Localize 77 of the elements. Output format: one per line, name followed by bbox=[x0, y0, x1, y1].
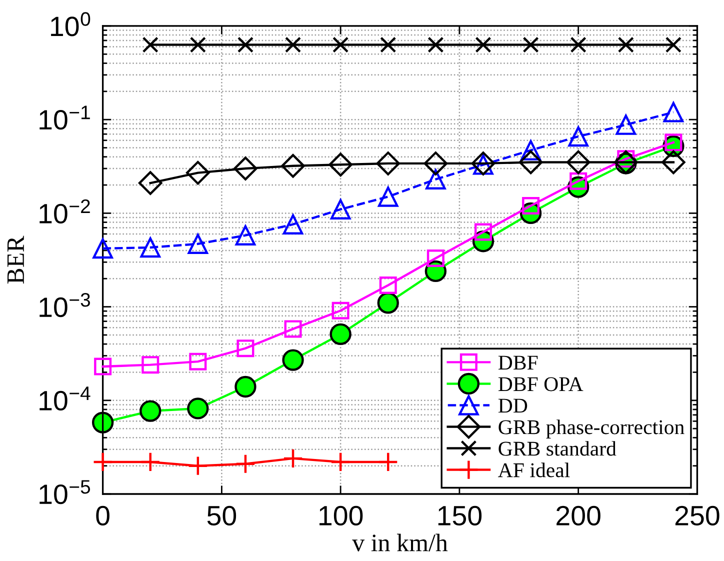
point bbox=[140, 400, 162, 422]
point bbox=[330, 199, 351, 220]
y-tick-label: 10$^{−4}$ bbox=[40, 386, 90, 411]
y-tick-label: 10$^{−1}$ bbox=[40, 106, 90, 130]
y-tick-label: 10$^{0}$ bbox=[51, 12, 90, 36]
point bbox=[570, 36, 586, 53]
point bbox=[92, 452, 113, 472]
point bbox=[235, 225, 256, 246]
point bbox=[662, 150, 686, 174]
point bbox=[284, 36, 302, 53]
point bbox=[236, 340, 254, 358]
x-tick-label: 200 bbox=[556, 506, 600, 526]
point bbox=[475, 36, 492, 53]
y-tick-label: 10$^{−5}$ bbox=[40, 480, 90, 504]
point bbox=[186, 160, 210, 185]
point bbox=[94, 358, 112, 376]
point bbox=[380, 36, 396, 53]
point bbox=[282, 214, 304, 234]
legend-label: DD bbox=[498, 398, 528, 413]
x-tick-label: 100 bbox=[320, 506, 363, 526]
point bbox=[140, 237, 160, 258]
point bbox=[665, 36, 682, 53]
point bbox=[189, 352, 207, 370]
legend-label: DBF bbox=[498, 356, 538, 370]
point bbox=[92, 238, 113, 259]
x-axis-title: v in km/h bbox=[352, 534, 448, 552]
point bbox=[379, 276, 397, 294]
y-tick-label: 10$^{−2}$ bbox=[40, 199, 90, 224]
point bbox=[663, 102, 684, 122]
point bbox=[142, 36, 158, 53]
x-tick-label: 150 bbox=[438, 506, 482, 526]
point bbox=[330, 323, 352, 346]
legend-label: AF ideal bbox=[498, 462, 570, 478]
x-tick-label: 50 bbox=[207, 506, 236, 526]
point bbox=[234, 156, 258, 180]
point bbox=[328, 152, 352, 177]
point bbox=[376, 152, 400, 176]
point bbox=[142, 356, 160, 374]
legend-label: GRB phase-correction bbox=[498, 420, 684, 438]
point bbox=[474, 223, 492, 241]
point bbox=[235, 454, 256, 474]
point bbox=[332, 36, 349, 53]
point bbox=[424, 152, 448, 176]
point bbox=[237, 36, 254, 53]
x-tick-label: 250 bbox=[675, 506, 720, 526]
point bbox=[332, 302, 350, 320]
point bbox=[378, 452, 398, 472]
point bbox=[568, 126, 588, 147]
point bbox=[426, 169, 446, 190]
y-tick-label: 10$^{−3}$ bbox=[40, 292, 90, 318]
legend-label: GRB standard bbox=[498, 441, 616, 456]
point bbox=[378, 186, 398, 207]
point bbox=[377, 292, 399, 314]
point bbox=[518, 150, 543, 174]
point bbox=[330, 452, 351, 472]
point bbox=[190, 36, 206, 53]
point bbox=[616, 114, 636, 135]
point bbox=[234, 376, 256, 398]
point bbox=[188, 456, 208, 476]
point bbox=[284, 320, 302, 338]
point bbox=[187, 398, 209, 420]
x-tick-label: 0 bbox=[96, 506, 110, 526]
point bbox=[282, 349, 304, 371]
point bbox=[426, 250, 444, 268]
point bbox=[138, 171, 162, 195]
point bbox=[618, 36, 634, 53]
y-axis-title: BER bbox=[8, 236, 24, 284]
point bbox=[140, 452, 160, 472]
point bbox=[188, 234, 208, 254]
point bbox=[92, 412, 114, 434]
point bbox=[281, 154, 305, 178]
point bbox=[428, 36, 444, 53]
point bbox=[282, 448, 304, 469]
point bbox=[566, 150, 590, 174]
point bbox=[522, 36, 539, 53]
legend-label: DBF OPA bbox=[498, 377, 584, 392]
point bbox=[520, 140, 541, 160]
